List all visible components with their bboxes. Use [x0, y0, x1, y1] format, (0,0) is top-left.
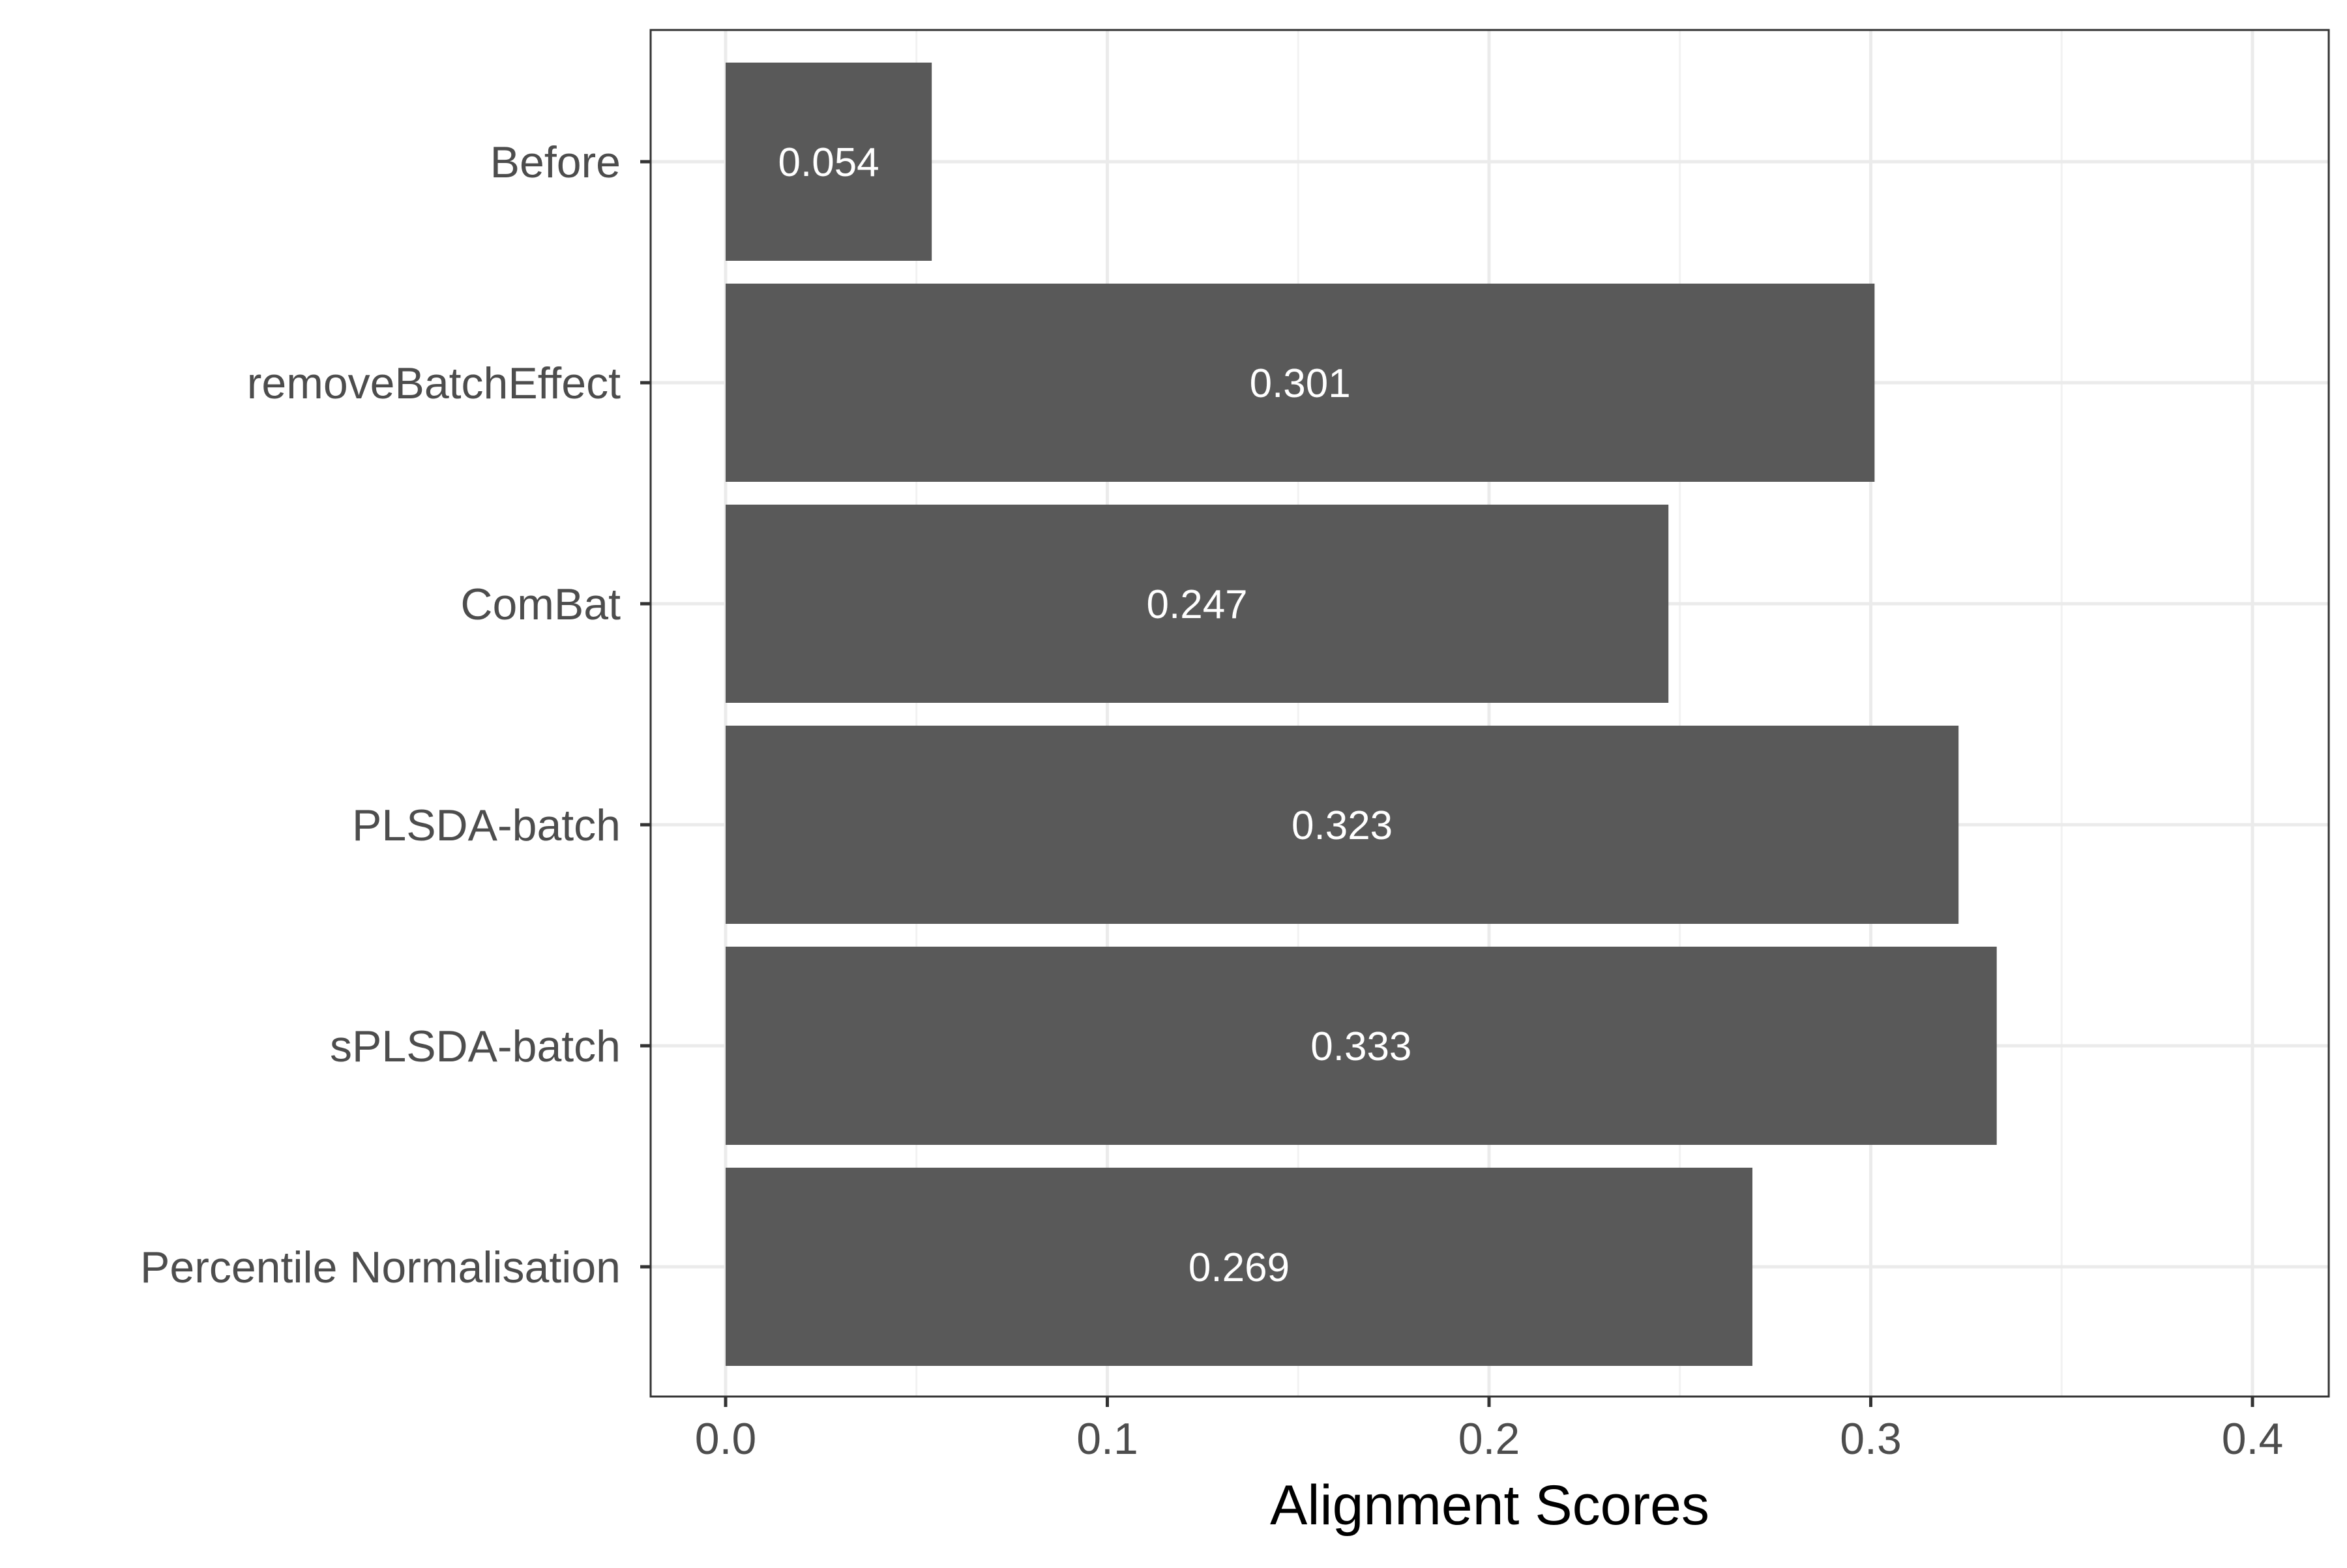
x-tick-label: 0.2 [1458, 1414, 1520, 1464]
bars [726, 63, 1997, 1366]
x-axis-title: Alignment Scores [1270, 1474, 1709, 1537]
bar [726, 63, 932, 261]
bar-value-label: 0.333 [1310, 1024, 1411, 1069]
bar [726, 284, 1875, 482]
bar-value-label: 0.323 [1292, 803, 1393, 848]
bar [726, 1168, 1752, 1366]
x-axis: 0.0 0.1 0.2 0.3 0.4 [695, 1397, 2284, 1464]
bar-value-label: 0.247 [1147, 582, 1248, 627]
bar [726, 726, 1959, 924]
x-tick-label: 0.0 [695, 1414, 757, 1464]
bar-value-label: 0.269 [1188, 1245, 1290, 1290]
bar [726, 947, 1997, 1145]
bar-value-labels: 0.054 0.301 0.247 0.323 0.333 0.269 [778, 140, 1412, 1290]
x-tick-label: 0.4 [2222, 1414, 2284, 1464]
bar-value-label: 0.054 [778, 140, 879, 185]
bar [726, 505, 1669, 703]
x-tick-label: 0.1 [1076, 1414, 1138, 1464]
x-tick-label: 0.3 [1840, 1414, 1902, 1464]
y-tick-label: ComBat [460, 580, 621, 629]
y-tick-label: removeBatchEffect [247, 359, 621, 408]
y-tick-label: PLSDA-batch [352, 801, 621, 850]
y-tick-label: Before [490, 138, 621, 187]
y-tick-label: sPLSDA-batch [330, 1022, 621, 1071]
y-axis: Before removeBatchEffect ComBat PLSDA-batch… [140, 138, 651, 1292]
bar-value-label: 0.301 [1250, 361, 1351, 406]
y-tick-label: Percentile Normalisation [140, 1243, 621, 1292]
